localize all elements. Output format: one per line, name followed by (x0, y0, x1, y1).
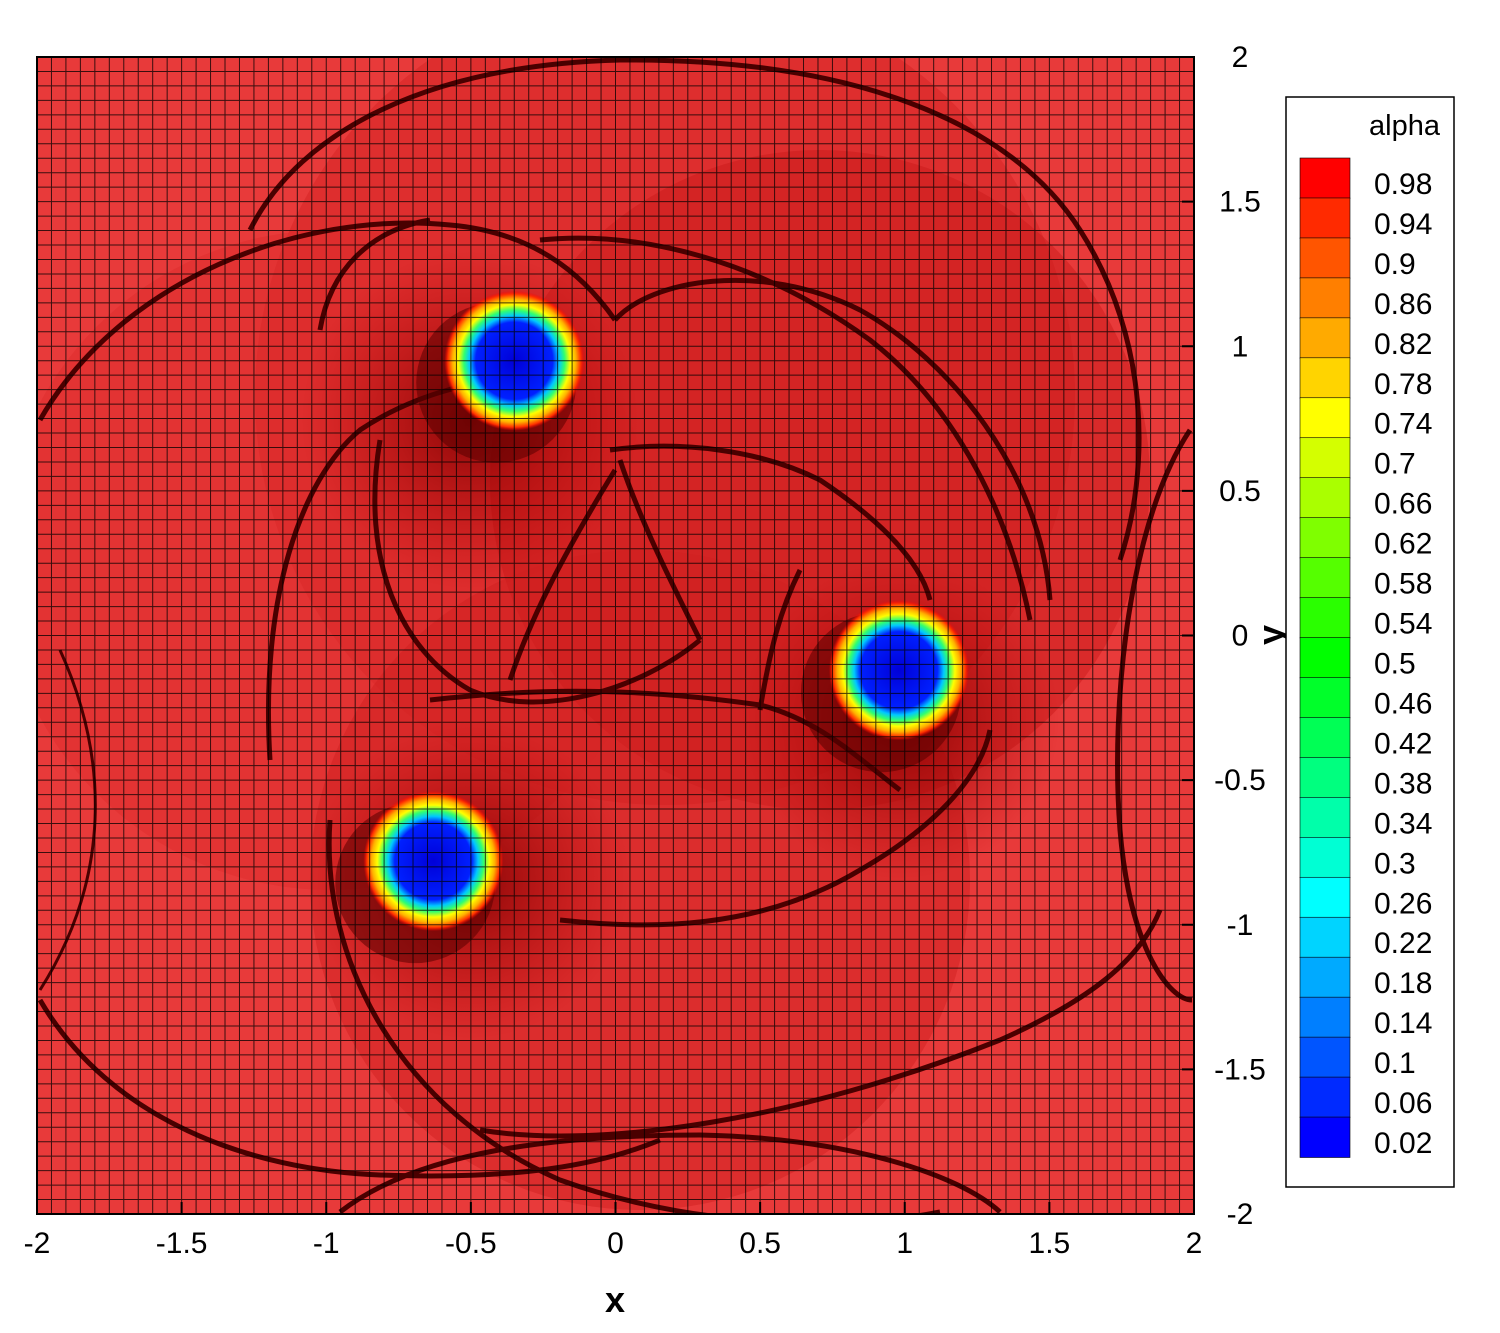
legend-title: alpha (1369, 110, 1441, 142)
legend-label: 0.34 (1374, 807, 1432, 840)
legend-label: 0.66 (1374, 488, 1432, 521)
x-tick-label: -2 (24, 1227, 51, 1260)
legend-swatch (1299, 1076, 1351, 1118)
legend-swatch (1299, 317, 1351, 359)
x-axis-title: x (605, 1279, 625, 1320)
legend-swatch (1299, 637, 1351, 679)
legend-label: 0.46 (1374, 688, 1432, 721)
y-tick-label: 0.5 (1219, 475, 1261, 508)
legend-swatch (1299, 437, 1351, 479)
x-tick-label: 1.5 (1029, 1227, 1071, 1260)
legend-swatch (1299, 797, 1351, 839)
legend-label: 0.22 (1374, 927, 1432, 960)
legend-swatch (1299, 757, 1351, 799)
legend-swatch (1299, 916, 1351, 958)
y-tick-label: -1 (1227, 909, 1254, 942)
legend-swatch (1299, 477, 1351, 519)
legend-label: 0.26 (1374, 887, 1432, 920)
legend-label: 0.62 (1374, 528, 1432, 561)
mesh-lines (37, 57, 1194, 1214)
x-tick-label: -1 (313, 1227, 340, 1260)
legend-label: 0.58 (1374, 568, 1432, 601)
legend-swatch (1299, 1036, 1351, 1078)
legend-label: 0.98 (1374, 168, 1432, 201)
legend-label: 0.42 (1374, 727, 1432, 760)
legend-swatch (1299, 197, 1351, 239)
x-tick-label: 0 (607, 1227, 624, 1260)
legend-swatch (1299, 357, 1351, 399)
legend-label: 0.9 (1374, 248, 1416, 281)
y-axis-ticks: -2 -1.5 -1 -0.5 0 0.5 1 1.5 2 (1182, 41, 1266, 1231)
legend-label: 0.3 (1374, 847, 1416, 880)
legend-swatch (1299, 557, 1351, 599)
x-tick-label: 2 (1186, 1227, 1203, 1260)
legend-swatch (1299, 837, 1351, 879)
y-tick-label: -1.5 (1214, 1053, 1266, 1086)
legend-swatch (1299, 237, 1351, 279)
legend-label: 0.82 (1374, 328, 1432, 361)
mesh-grid (37, 57, 1194, 1214)
legend-swatch (1299, 876, 1351, 919)
legend-swatch (1299, 397, 1351, 439)
legend-swatch (1299, 956, 1351, 998)
legend-label: 0.14 (1374, 1007, 1432, 1040)
y-tick-label: -2 (1227, 1198, 1254, 1231)
x-tick-label: -1.5 (156, 1227, 208, 1260)
y-axis-title: y (1250, 625, 1291, 645)
y-tick-label: -0.5 (1214, 764, 1266, 797)
legend-label: 0.78 (1374, 368, 1432, 401)
legend-label: 0.18 (1374, 967, 1432, 1000)
legend-label: 0.54 (1374, 608, 1432, 641)
y-tick-label: 1 (1232, 330, 1249, 363)
legend-swatch (1299, 597, 1351, 639)
legend: alpha 0.98 0.94 0.9 0.86 0.82 0.78 0.74 0.7 0.66… (1285, 96, 1455, 1188)
y-tick-label: 0 (1232, 620, 1249, 653)
legend-label: 0.02 (1374, 1127, 1432, 1160)
legend-label: 0.1 (1374, 1047, 1416, 1080)
legend-label: 0.06 (1374, 1087, 1432, 1120)
legend-swatch (1299, 996, 1351, 1038)
legend-swatch (1299, 277, 1351, 319)
legend-label: 0.38 (1374, 767, 1432, 800)
x-tick-label: -0.5 (445, 1227, 497, 1260)
legend-label: 0.7 (1374, 448, 1416, 481)
legend-label: 0.86 (1374, 288, 1432, 321)
x-axis-ticks: -2 -1.5 -1 -0.5 0 0.5 1 1.5 2 (24, 1202, 1203, 1260)
legend-label: 0.94 (1374, 208, 1432, 241)
legend-swatch (1299, 157, 1351, 199)
y-tick-label: 2 (1232, 41, 1249, 74)
legend-swatch (1299, 517, 1351, 559)
x-tick-label: 1 (896, 1227, 913, 1260)
legend-label: 0.74 (1374, 408, 1432, 441)
legend-labels: 0.98 0.94 0.9 0.86 0.82 0.78 0.74 0.7 0.66 0.62 0.… (1374, 168, 1432, 1160)
legend-swatch (1299, 717, 1351, 759)
legend-swatch (1299, 1116, 1351, 1158)
legend-swatches (1299, 157, 1351, 1158)
y-tick-label: 1.5 (1219, 186, 1261, 219)
x-tick-label: 0.5 (739, 1227, 781, 1260)
legend-label: 0.5 (1374, 648, 1416, 681)
legend-swatch (1299, 677, 1351, 719)
